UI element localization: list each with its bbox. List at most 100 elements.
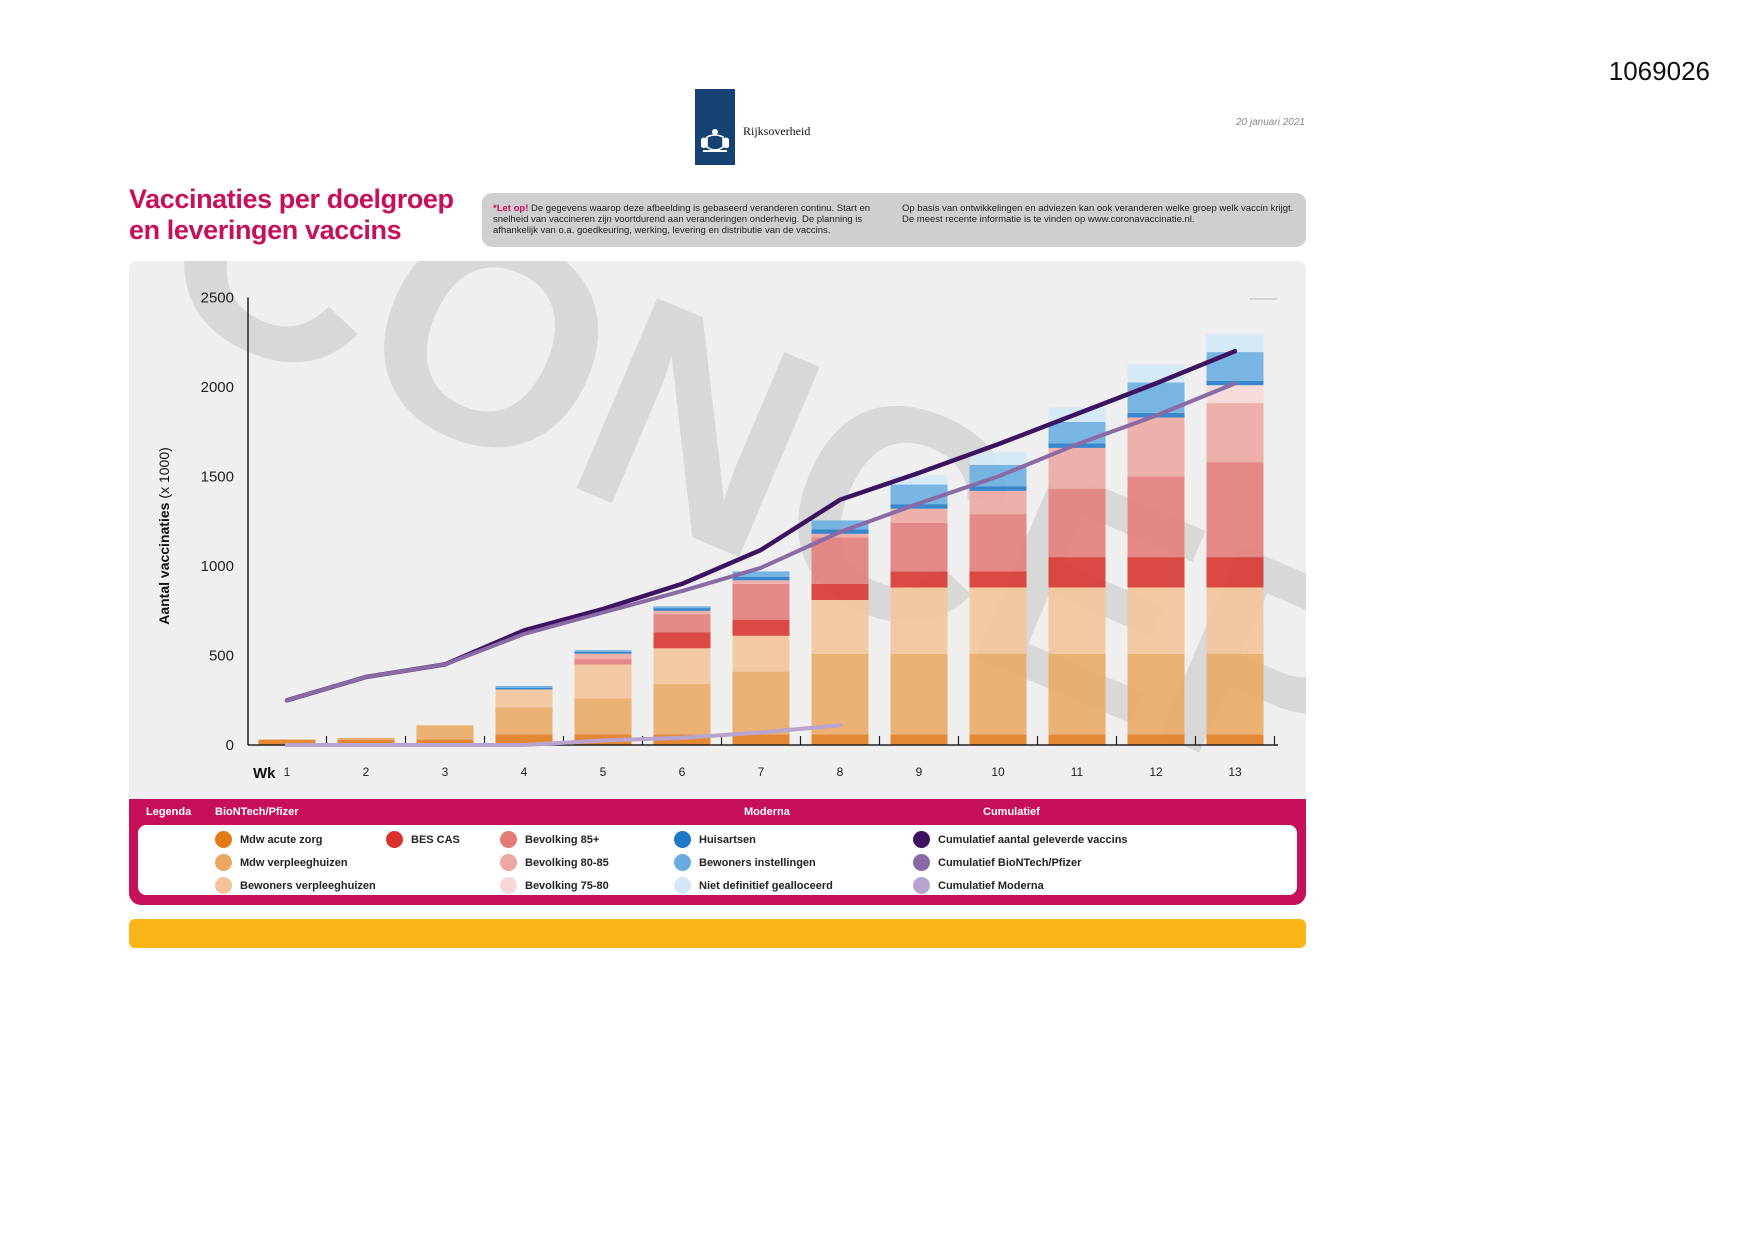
legend-item-bes-cas: BES CAS bbox=[386, 831, 460, 848]
notice-box: *Let op! De gegevens waarop deze afbeeld… bbox=[482, 193, 1306, 247]
footer-bar bbox=[129, 919, 1306, 948]
bar-segment-wk8-s0 bbox=[811, 734, 869, 745]
legend-label: Mdw verpleeghuizen bbox=[240, 856, 348, 869]
x-tick-label-11: 11 bbox=[1071, 765, 1084, 779]
x-tick-label-2: 2 bbox=[363, 765, 370, 779]
bar-segment-wk6-s7 bbox=[653, 608, 711, 611]
bar-segment-wk8-s4 bbox=[811, 537, 869, 584]
legend-label: BES CAS bbox=[411, 833, 460, 846]
bar-segment-wk10-s4 bbox=[969, 514, 1027, 572]
bar-segment-wk5-s7 bbox=[574, 651, 632, 654]
legend-swatch bbox=[215, 877, 232, 894]
notice-warning-label: *Let op! bbox=[493, 203, 529, 214]
legend-label: Bevolking 85+ bbox=[525, 833, 600, 846]
bar-segment-wk5-s4 bbox=[574, 659, 632, 665]
legend-label: Niet definitief gealloceerd bbox=[699, 879, 833, 892]
bar-segment-wk12-s3 bbox=[1127, 557, 1185, 588]
legend-swatch bbox=[215, 854, 232, 871]
title-line-1: Vaccinaties per doelgroep bbox=[129, 184, 454, 214]
legend-item-bewoners-verpleeghuizen: Bewoners verpleeghuizen bbox=[215, 877, 376, 894]
legend-swatch bbox=[500, 831, 517, 848]
bar-segment-wk9-s9 bbox=[890, 475, 948, 485]
legend-label: Cumulatief aantal geleverde vaccins bbox=[938, 833, 1128, 846]
bar-segment-wk5-s5 bbox=[574, 653, 632, 660]
bar-segment-wk7-s2 bbox=[732, 635, 790, 672]
x-tick-label-10: 10 bbox=[991, 765, 1005, 779]
bar-segment-wk13-s1 bbox=[1206, 653, 1264, 735]
bar-segment-wk9-s3 bbox=[890, 571, 948, 588]
bar-segment-wk6-s5 bbox=[653, 610, 711, 615]
bar-segment-wk2-s1 bbox=[337, 737, 395, 740]
bar-segment-wk13-s9 bbox=[1206, 334, 1264, 353]
legend-item-bevolking-75-80: Bevolking 75-80 bbox=[500, 877, 609, 894]
bar-segment-wk12-s5 bbox=[1127, 417, 1185, 477]
x-tick-label-1: 1 bbox=[284, 765, 291, 779]
bar-segment-wk8-s8 bbox=[811, 520, 869, 530]
legend-swatch bbox=[674, 831, 691, 848]
legend-item-bewoners-instellingen: Bewoners instellingen bbox=[674, 854, 816, 871]
bar-segment-wk11-s4 bbox=[1048, 489, 1106, 557]
bar-segment-wk9-s4 bbox=[890, 523, 948, 572]
bar-segment-wk7-s4 bbox=[732, 583, 790, 620]
legend-item-niet-definitief: Niet definitief gealloceerd bbox=[674, 877, 833, 894]
bar-segment-wk10-s1 bbox=[969, 653, 1027, 735]
y-axis-label: Aantal vaccinaties (x 1000) bbox=[156, 447, 172, 625]
legend-label: Mdw acute zorg bbox=[240, 833, 323, 846]
bar-segment-wk8-s2 bbox=[811, 600, 869, 654]
x-tick-label-13: 13 bbox=[1228, 765, 1242, 779]
notice-text-left: De gegevens waarop deze afbeelding is ge… bbox=[493, 203, 871, 236]
legend-swatch bbox=[674, 854, 691, 871]
y-tick-label-1000: 1000 bbox=[201, 558, 234, 575]
bar-segment-wk13-s6 bbox=[1206, 385, 1264, 404]
bar-segment-wk7-s7 bbox=[732, 576, 790, 581]
legend-swatch bbox=[913, 877, 930, 894]
line-series-2 bbox=[285, 723, 842, 747]
legend-item-huisartsen: Huisartsen bbox=[674, 831, 756, 848]
bar-segment-wk8-s5 bbox=[811, 533, 869, 538]
bar-segment-wk9-s1 bbox=[890, 653, 948, 735]
rijksoverheid-logo: Rijksoverheid bbox=[695, 89, 810, 165]
legend-item-cumulatief-biontech: Cumulatief BioNTech/Pfizer bbox=[913, 854, 1081, 871]
legend-swatch bbox=[500, 854, 517, 871]
y-tick-label-1500: 1500 bbox=[201, 469, 234, 486]
legend-group-cumulatief: Cumulatief bbox=[983, 806, 1040, 818]
bar-segment-wk7-s8 bbox=[732, 571, 790, 577]
bar-segment-wk11-s5 bbox=[1048, 447, 1106, 490]
legend-swatch bbox=[913, 854, 930, 871]
legend-label: Cumulatief BioNTech/Pfizer bbox=[938, 856, 1082, 869]
logo-emblem bbox=[695, 89, 735, 165]
legend-item-bevolking-85: Bevolking 85+ bbox=[500, 831, 599, 848]
x-tick-label-5: 5 bbox=[600, 765, 607, 779]
x-tick-label-6: 6 bbox=[679, 765, 686, 779]
legend-label: Bevolking 75-80 bbox=[525, 879, 609, 892]
bar-segment-wk5-s1 bbox=[574, 698, 632, 735]
bar-segment-wk6-s2 bbox=[653, 648, 711, 685]
legend-item-cumulatief-totaal: Cumulatief aantal geleverde vaccins bbox=[913, 831, 1128, 848]
bar-segment-wk13-s4 bbox=[1206, 462, 1264, 558]
legend-label: Cumulatief Moderna bbox=[938, 879, 1044, 892]
bar-segment-wk8-s1 bbox=[811, 653, 869, 735]
bar-segment-wk5-s8 bbox=[574, 650, 632, 652]
x-tick-label-9: 9 bbox=[916, 765, 923, 779]
x-tick-label-12: 12 bbox=[1149, 765, 1163, 779]
legend-item-cumulatief-moderna: Cumulatief Moderna bbox=[913, 877, 1044, 894]
legend-item-mdw-acute-zorg: Mdw acute zorg bbox=[215, 831, 323, 848]
bar-segment-wk11-s2 bbox=[1048, 587, 1106, 654]
bar-segment-wk13-s8 bbox=[1206, 352, 1264, 381]
x-tick-label-3: 3 bbox=[442, 765, 449, 779]
bar-segment-wk13-s5 bbox=[1206, 403, 1264, 463]
bar-segment-wk13-s2 bbox=[1206, 587, 1264, 654]
bar-segment-wk10-s3 bbox=[969, 571, 1027, 588]
bar-segment-wk6-s8 bbox=[653, 606, 711, 609]
bar-segment-wk12-s4 bbox=[1127, 476, 1185, 558]
title-line-2: en leveringen vaccins bbox=[129, 215, 402, 245]
bar-segment-wk6-s4 bbox=[653, 614, 711, 633]
bar-segment-wk9-s2 bbox=[890, 587, 948, 654]
page-title: Vaccinaties per doelgroep en leveringen … bbox=[129, 184, 469, 246]
bar-segment-wk7-s3 bbox=[732, 619, 790, 636]
legend-swatch bbox=[674, 877, 691, 894]
bar-segment-wk9-s5 bbox=[890, 508, 948, 523]
bar-segment-wk4-s8 bbox=[495, 685, 553, 688]
bar-segment-wk2-s0 bbox=[337, 739, 395, 745]
